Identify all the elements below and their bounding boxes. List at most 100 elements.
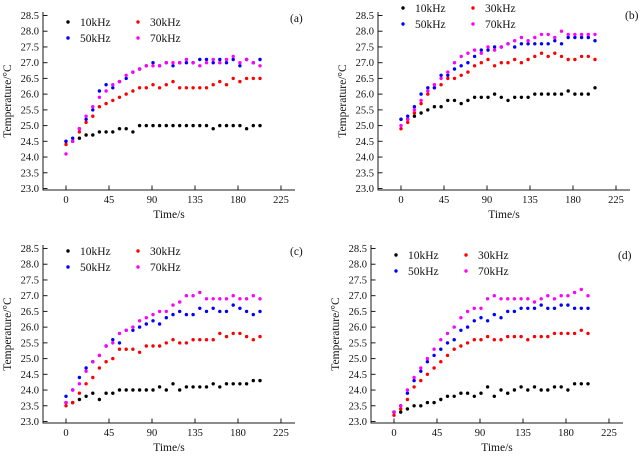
y-tick-label: 28.0 — [349, 260, 367, 271]
data-point — [97, 130, 102, 134]
data-point — [64, 400, 68, 405]
legend-label: 70kHz — [478, 266, 509, 278]
data-point — [251, 312, 255, 317]
data-point — [251, 294, 255, 298]
data-point — [452, 325, 456, 329]
y-tick-label: 27.5 — [21, 42, 39, 53]
data-point — [506, 98, 510, 103]
data-point — [64, 404, 68, 408]
data-point — [157, 86, 162, 90]
legend-label: 50kHz — [80, 262, 111, 274]
y-axis-label: Temperature/°C — [2, 297, 14, 371]
data-point — [244, 334, 249, 339]
legend-label: 50kHz — [415, 19, 446, 31]
x-tick-label: 90 — [147, 428, 158, 439]
x-tick-label: 225 — [273, 428, 289, 439]
data-point — [445, 394, 450, 398]
data-point — [459, 316, 463, 320]
data-point — [204, 338, 209, 342]
data-point — [124, 76, 128, 81]
data-point — [144, 123, 148, 128]
y-tick-label: 26.0 — [21, 90, 39, 101]
data-point — [412, 105, 417, 109]
x-tick-label: 225 — [608, 195, 624, 206]
data-point — [419, 101, 423, 106]
data-point — [439, 105, 443, 109]
data-point — [446, 76, 450, 81]
data-point — [566, 331, 570, 336]
panel-tag: (d) — [618, 250, 632, 262]
data-point — [553, 39, 557, 43]
data-point — [104, 344, 108, 348]
data-point — [479, 338, 483, 342]
data-point — [519, 297, 523, 301]
data-point — [586, 35, 590, 40]
data-point — [546, 294, 550, 298]
data-point — [512, 388, 517, 392]
data-point — [445, 331, 450, 336]
data-point — [111, 341, 115, 345]
data-point — [64, 152, 68, 156]
data-point — [224, 123, 229, 128]
data-point — [432, 347, 436, 351]
y-tick-label: 27.5 — [349, 275, 367, 286]
data-point — [258, 123, 262, 128]
data-point — [406, 120, 410, 125]
data-point — [573, 57, 577, 62]
axes — [42, 245, 295, 424]
legend-label: 30kHz — [150, 246, 181, 258]
x-tick-label: 135 — [515, 428, 531, 439]
data-point — [513, 57, 517, 62]
data-point — [224, 61, 229, 65]
x-tick-label: 90 — [147, 195, 158, 206]
data-point — [526, 95, 530, 100]
legend-marker — [394, 269, 398, 273]
y-tick-label: 28.5 — [21, 11, 39, 22]
y-tick-label: 26.5 — [21, 307, 39, 318]
panel-tag: (b) — [625, 10, 639, 22]
y-tick-label: 26.5 — [356, 74, 374, 85]
legend-label: 50kHz — [408, 266, 439, 278]
data-point — [446, 70, 450, 74]
data-point — [124, 347, 128, 351]
data-point — [526, 388, 530, 392]
data-point — [84, 369, 88, 373]
data-point — [479, 61, 483, 65]
data-point — [97, 95, 102, 100]
data-point — [231, 294, 235, 298]
x-tick-label: 0 — [391, 428, 396, 439]
data-point — [97, 366, 102, 370]
data-point — [593, 32, 597, 37]
y-tick-label: 25.0 — [356, 121, 374, 132]
data-point — [492, 294, 496, 298]
data-point — [485, 297, 490, 301]
data-point — [104, 89, 108, 93]
data-point — [526, 338, 530, 342]
legend-marker — [471, 6, 475, 10]
data-point — [579, 328, 583, 332]
data-point — [104, 360, 108, 364]
data-point — [157, 385, 162, 389]
data-point — [512, 297, 517, 301]
y-tick-label: 27.5 — [356, 42, 374, 53]
data-point — [593, 39, 597, 43]
data-point — [539, 297, 543, 301]
data-point — [432, 400, 436, 405]
data-point — [526, 297, 530, 301]
data-point — [77, 391, 82, 395]
data-point — [465, 341, 470, 345]
data-point — [211, 83, 215, 87]
axes — [42, 12, 295, 191]
data-point — [459, 54, 463, 59]
data-point — [77, 382, 82, 386]
data-point — [553, 51, 557, 55]
data-point — [539, 303, 543, 307]
data-point — [539, 334, 543, 339]
data-point — [459, 64, 463, 68]
data-point — [533, 35, 537, 40]
data-point — [231, 303, 235, 307]
data-point — [211, 382, 215, 386]
data-point — [532, 334, 537, 339]
data-point — [405, 407, 410, 411]
